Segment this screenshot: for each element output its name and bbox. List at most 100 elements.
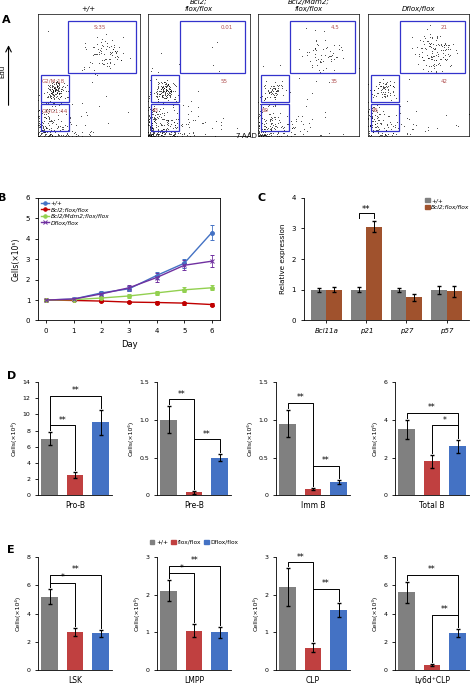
Point	[101, 53, 109, 64]
Point	[158, 112, 165, 123]
Point	[371, 118, 379, 129]
Point	[264, 101, 271, 111]
Point	[160, 98, 167, 109]
Legend: +/+, Bcl2;flox/flox: +/+, Bcl2;flox/flox	[425, 198, 470, 209]
Point	[260, 130, 268, 141]
Point	[371, 109, 378, 120]
Point	[164, 85, 172, 96]
Point	[298, 110, 306, 121]
Point	[43, 92, 51, 103]
Point	[174, 113, 182, 124]
Point	[365, 103, 373, 114]
Point	[169, 130, 176, 141]
Point	[374, 124, 382, 135]
Point	[161, 83, 168, 94]
Point	[367, 118, 375, 129]
Point	[146, 116, 153, 127]
Point	[441, 38, 448, 49]
Point	[381, 123, 388, 134]
Bar	[447, 291, 462, 321]
Point	[63, 85, 70, 96]
Point	[164, 90, 171, 101]
Point	[381, 83, 388, 94]
Point	[368, 103, 376, 114]
Point	[191, 115, 199, 126]
Point	[365, 130, 373, 141]
Point	[374, 118, 381, 129]
Point	[52, 88, 59, 99]
Point	[275, 131, 283, 142]
Point	[78, 98, 86, 109]
Point	[55, 88, 63, 98]
Point	[274, 118, 282, 129]
Point	[45, 113, 53, 124]
Point	[413, 42, 421, 53]
Point	[175, 105, 182, 116]
Point	[43, 86, 51, 97]
X-axis label: LSK: LSK	[68, 676, 82, 684]
Point	[295, 43, 302, 54]
Point	[312, 75, 320, 86]
Point	[444, 44, 452, 55]
Point	[309, 88, 316, 99]
Point	[259, 129, 267, 140]
Point	[146, 121, 154, 132]
Point	[165, 125, 173, 136]
Point	[47, 116, 55, 127]
Point	[157, 88, 165, 98]
Bar	[400, 21, 465, 73]
Point	[35, 121, 42, 132]
Bar	[449, 633, 466, 670]
Point	[156, 89, 164, 100]
Point	[390, 82, 397, 93]
Point	[395, 122, 402, 133]
Point	[446, 43, 454, 54]
Point	[432, 35, 439, 46]
Point	[55, 82, 63, 93]
Point	[257, 122, 264, 133]
Point	[35, 130, 43, 141]
Point	[389, 127, 397, 138]
Point	[382, 124, 390, 135]
Point	[308, 114, 316, 124]
Point	[421, 33, 428, 44]
Point	[184, 101, 191, 111]
Bar	[330, 610, 347, 670]
Point	[43, 122, 51, 133]
Point	[53, 77, 61, 88]
Point	[256, 92, 264, 103]
Point	[388, 126, 395, 137]
Point	[80, 63, 88, 74]
Point	[153, 111, 161, 122]
Point	[280, 122, 288, 133]
Point	[267, 124, 274, 135]
Point	[426, 38, 433, 49]
Point	[265, 88, 273, 98]
Point	[263, 124, 271, 135]
Point	[164, 94, 172, 105]
Point	[268, 83, 275, 94]
Point	[261, 119, 268, 130]
Point	[371, 122, 378, 133]
Point	[365, 96, 372, 107]
Point	[287, 127, 295, 137]
Point	[48, 83, 55, 94]
Point	[171, 86, 178, 97]
Point	[48, 89, 55, 100]
Point	[42, 123, 50, 134]
Point	[52, 85, 59, 96]
Point	[366, 130, 374, 141]
Bar	[351, 290, 366, 321]
Point	[42, 122, 50, 133]
Bar	[211, 633, 228, 670]
Point	[39, 124, 46, 135]
Point	[367, 121, 374, 132]
Point	[375, 115, 383, 126]
Point	[265, 100, 273, 111]
Point	[312, 35, 320, 46]
Point	[162, 85, 170, 96]
Point	[161, 77, 169, 88]
Point	[147, 129, 155, 140]
Point	[147, 118, 155, 129]
Point	[166, 83, 173, 94]
